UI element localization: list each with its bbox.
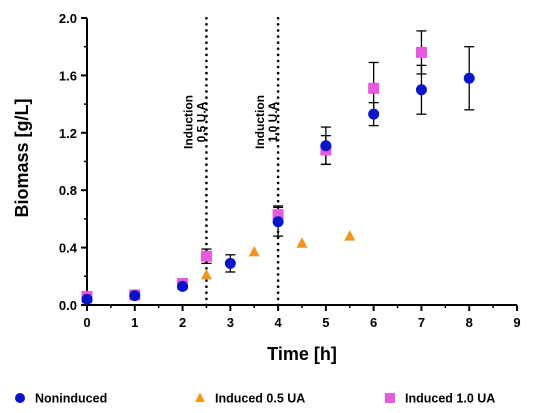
y-tick-label: 2.0: [59, 11, 77, 26]
point-triangle: [248, 245, 260, 257]
x-tick-label: 5: [322, 315, 329, 330]
x-axis-title: Time [h]: [267, 344, 337, 364]
legend-marker-triangle: [195, 392, 205, 402]
point-square: [368, 82, 380, 94]
point-circle: [463, 72, 475, 84]
x-tick-label: 1: [131, 315, 138, 330]
y-axis-title: Biomass [g/L]: [12, 98, 32, 217]
point-circle: [224, 257, 236, 269]
point-triangle: [344, 230, 356, 241]
x-tick-label: 0: [83, 315, 90, 330]
point-circle: [129, 290, 141, 302]
x-tick-label: 8: [466, 315, 473, 330]
y-tick-label: 1.2: [59, 126, 77, 141]
x-tick-label: 3: [227, 315, 234, 330]
legend: Noninduced Induced 0.5 UA Induced 1.0 UA: [15, 392, 495, 406]
induction-annotations: Induction0.5 U.A Induction1.0 U.A: [181, 95, 280, 149]
legend-marker-circle: [15, 393, 25, 403]
induction-label-line: Induction: [181, 95, 195, 149]
induction-lines: [205, 16, 280, 307]
axes: 0 1 2 3 4 5 6 7 8 9 0.0 0.4 0.8 1.2 1.6 2.0: [59, 11, 521, 330]
legend-label: Induced 0.5 UA: [215, 392, 305, 406]
point-circle: [81, 293, 93, 305]
induction-label: Induction0.5 U.A: [181, 95, 208, 149]
point-circle: [272, 216, 284, 228]
point-square: [200, 250, 212, 262]
legend-label: Noninduced: [35, 392, 107, 406]
point-square: [415, 46, 427, 58]
y-tick-label: 1.6: [59, 68, 77, 83]
data-points: [81, 46, 475, 305]
point-triangle: [296, 237, 308, 248]
point-circle: [177, 280, 189, 292]
induction-label: Induction1.0 U.A: [253, 95, 280, 149]
point-circle: [368, 108, 380, 120]
x-tick-label: 6: [370, 315, 377, 330]
point-circle: [415, 84, 427, 96]
x-tick-label: 7: [418, 315, 425, 330]
x-tick-label: 2: [179, 315, 186, 330]
y-tick-label: 0.8: [59, 183, 77, 198]
y-tick-label: 0.0: [59, 298, 77, 313]
y-tick-label: 0.4: [59, 241, 78, 256]
legend-label: Induced 1.0 UA: [405, 392, 495, 406]
point-circle: [320, 140, 332, 152]
legend-marker-square: [385, 393, 395, 403]
induction-label-line: Induction: [253, 95, 267, 149]
point-square: [272, 209, 284, 221]
x-tick-label: 9: [513, 315, 520, 330]
point-triangle: [200, 268, 212, 280]
induction-label-line: 1.0 U.A: [266, 101, 280, 142]
x-tick-label: 4: [274, 315, 282, 330]
induction-label-line: 0.5 U.A: [194, 101, 208, 142]
